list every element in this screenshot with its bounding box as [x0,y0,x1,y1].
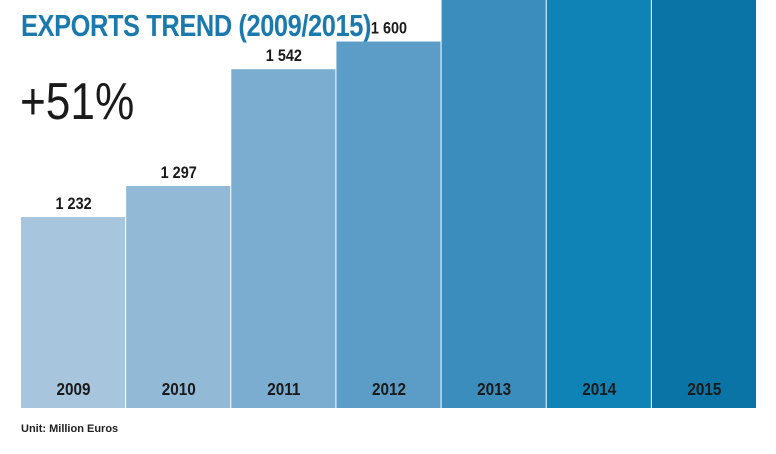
year-label-2011: 2011 [267,379,300,399]
year-label-2009: 2009 [57,379,91,399]
bar-2013 [441,0,546,408]
bar-2012 [336,41,441,408]
bars-group [21,0,756,408]
year-label-2010: 2010 [162,379,196,399]
growth-headline: +51% [20,73,135,131]
value-label-2009: 1 232 [56,195,92,213]
bar-2009 [21,217,126,408]
year-labels-group: 2009 2010 2011 2012 2013 2014 2015 [57,379,722,399]
value-label-2011: 1 542 [266,47,302,65]
bar-2015 [651,0,756,408]
bar-2011 [231,69,336,408]
year-label-2012: 2012 [372,379,406,399]
year-label-2014: 2014 [582,379,617,399]
value-label-2010: 1 297 [161,164,197,182]
bar-2010 [126,186,231,408]
chart-title: EXPORTS TREND (2009/2015) [21,8,371,43]
bar-2014 [546,0,651,408]
value-label-2012: 1 600 [371,20,407,38]
year-label-2013: 2013 [477,379,511,399]
year-label-2015: 2015 [687,379,721,399]
unit-note: Unit: Million Euros [21,423,119,435]
